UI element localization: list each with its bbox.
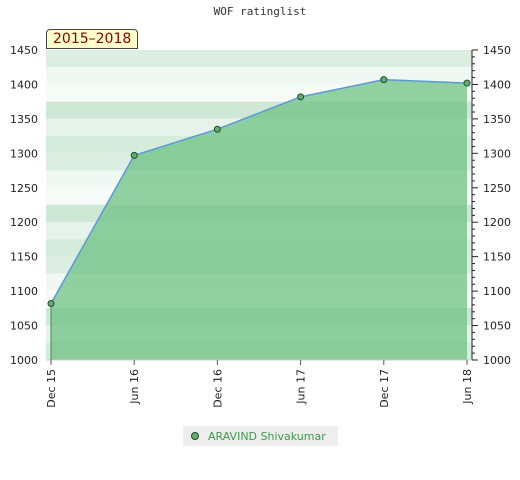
y-tick-label-right: 1250: [483, 182, 511, 195]
axis-layer: [46, 49, 478, 365]
data-point[interactable]: [380, 76, 388, 84]
y-tick-label-left: 1400: [10, 78, 38, 91]
period-badge: 2015–2018: [46, 29, 139, 49]
data-point[interactable]: [213, 125, 221, 133]
x-tick-label: Dec 17: [378, 369, 391, 408]
y-tick-label-right: 1450: [483, 44, 511, 57]
chart-title: WOF ratinglist: [213, 5, 307, 18]
y-tick-label-left: 1000: [10, 354, 38, 367]
data-point[interactable]: [297, 93, 305, 101]
area-layer: [50, 78, 468, 360]
y-tick-label-left: 1100: [10, 285, 38, 298]
x-tick-label: Jun 17: [295, 369, 308, 405]
y-tick-label-right: 1050: [483, 320, 511, 333]
data-point[interactable]: [47, 300, 55, 308]
data-point[interactable]: [130, 151, 138, 159]
y-tick-label-left: 1050: [10, 320, 38, 333]
labels-layer: 1000 1000 1050 1050 1100 1100 1150 1150 1200 1200…: [10, 44, 511, 408]
y-tick-label-right: 1100: [483, 285, 511, 298]
y-tick-label-left: 1300: [10, 147, 38, 160]
y-tick-label-right: 1200: [483, 216, 511, 229]
y-tick-label-right: 1300: [483, 147, 511, 160]
x-tick-label: Jun 16: [128, 369, 141, 405]
y-tick-label-left: 1200: [10, 216, 38, 229]
series-area: [51, 79, 467, 360]
data-point[interactable]: [463, 79, 471, 87]
background-band: [46, 50, 472, 68]
points-layer: [47, 76, 471, 308]
y-tick-label-left: 1150: [10, 251, 38, 264]
x-tick-label: Dec 15: [45, 369, 58, 408]
x-tick-label: Dec 16: [211, 369, 224, 408]
y-tick-label-right: 1350: [483, 113, 511, 126]
legend[interactable]: ARAVIND Shivakumar: [183, 426, 338, 446]
series-line: [50, 78, 468, 304]
legend-label: ARAVIND Shivakumar: [208, 429, 326, 443]
background-band: [46, 67, 472, 85]
y-tick-label-right: 1400: [483, 78, 511, 91]
y-tick-label-right: 1150: [483, 251, 511, 264]
legend-marker-icon: [191, 432, 199, 440]
x-tick-label: Jun 18: [461, 369, 474, 405]
y-tick-label-right: 1000: [483, 354, 511, 367]
y-tick-label-left: 1250: [10, 182, 38, 195]
y-tick-label-left: 1450: [10, 44, 38, 57]
y-tick-label-left: 1350: [10, 113, 38, 126]
